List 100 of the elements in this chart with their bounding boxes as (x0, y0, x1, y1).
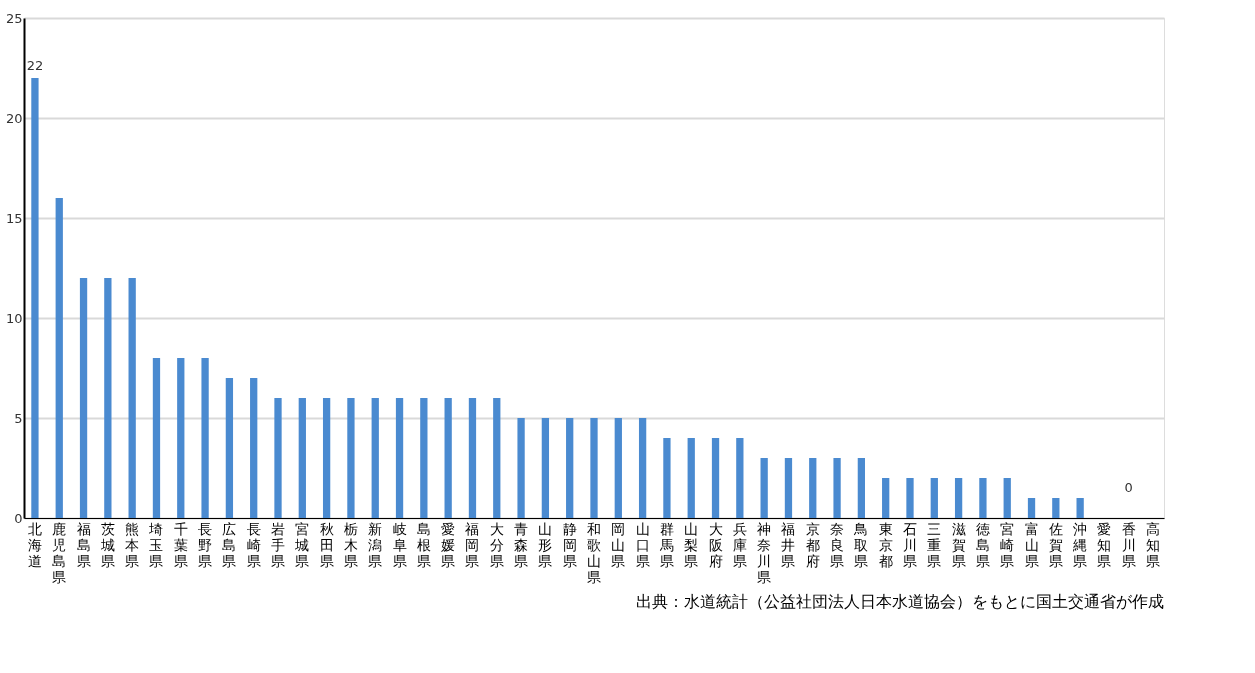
x-tick-label: 岡山県 (611, 520, 626, 569)
bar (104, 278, 112, 518)
x-tick-label: 静岡県 (562, 520, 577, 569)
x-tick-label: 富山県 (1024, 520, 1039, 569)
bar (79, 278, 88, 518)
bar (906, 478, 914, 518)
bar (736, 438, 744, 518)
x-tick-label: 新潟県 (368, 520, 383, 569)
bar (614, 418, 622, 518)
y-tick-label: 10 (5, 310, 23, 326)
data-label: 22 (26, 58, 44, 73)
bar (687, 438, 695, 518)
x-tick-label: 群馬県 (658, 520, 674, 569)
bar (128, 278, 136, 518)
x-tick-label: 京都府 (805, 520, 820, 569)
y-tick-label: 25 (5, 10, 23, 26)
bar (833, 458, 841, 518)
bar (201, 358, 209, 518)
bar (809, 458, 817, 518)
bar (566, 418, 574, 518)
bar (760, 458, 768, 518)
bar (322, 398, 331, 518)
x-tick-label: 北海道 (27, 520, 42, 569)
x-tick-label: 香川県 (1121, 520, 1136, 569)
x-tick-label: 奈良県 (830, 520, 845, 569)
x-tick-label: 福島県 (76, 520, 91, 569)
x-tick-label: 千葉県 (173, 520, 188, 569)
bar (152, 358, 161, 518)
x-tick-label: 秋田県 (319, 520, 334, 569)
x-tick-label: 岩手県 (271, 520, 286, 569)
bar (663, 438, 671, 518)
x-tick-label: 石川県 (902, 520, 917, 569)
bar (857, 458, 866, 518)
x-tick-label: 神奈川県 (757, 520, 772, 585)
x-tick-label: 沖縄県 (1072, 520, 1088, 569)
bar (930, 478, 938, 518)
x-tick-label: 島根県 (416, 520, 431, 569)
x-tick-label: 愛媛県 (441, 520, 456, 569)
y-tick-label: 15 (5, 210, 23, 226)
bar (274, 398, 282, 518)
x-tick-label: 宮崎県 (1000, 520, 1015, 569)
bar (371, 398, 379, 518)
y-tick-label: 5 (14, 410, 23, 426)
x-tick-label: 大分県 (489, 520, 504, 569)
x-tick-label: 福岡県 (465, 520, 480, 569)
x-tick-label: 大阪府 (708, 520, 723, 569)
bar (638, 418, 647, 518)
bar (784, 458, 793, 518)
x-tick-label: 福井県 (781, 520, 796, 569)
bar (468, 398, 477, 518)
bar (493, 398, 501, 518)
bar (250, 378, 258, 518)
x-tick-label: 徳島県 (975, 520, 990, 569)
x-tick-label: 栃木県 (343, 520, 358, 569)
x-tick-label: 長崎県 (246, 520, 261, 569)
bar (979, 478, 987, 518)
y-tick-label: 0 (14, 510, 23, 526)
x-tick-label: 高知県 (1146, 520, 1161, 569)
x-tick-label: 愛知県 (1097, 520, 1112, 569)
bar (517, 418, 525, 518)
bar (395, 398, 404, 518)
x-tick-label: 熊本県 (125, 520, 140, 569)
bar (882, 478, 890, 518)
x-tick-label: 青森県 (514, 520, 529, 569)
x-tick-label: 和歌山県 (587, 520, 601, 585)
x-tick-label: 佐賀県 (1048, 520, 1063, 569)
bar (55, 198, 63, 518)
bar (711, 438, 720, 518)
bar (347, 398, 355, 518)
source-note: 出典：水道統計（公益社団法人日本水道協会）をもとに国土交通省が作成 (636, 592, 1164, 611)
x-tick-label: 埼玉県 (148, 520, 164, 569)
bar (1076, 498, 1084, 518)
bar (444, 398, 452, 518)
x-tick-label: 兵庫県 (732, 520, 747, 569)
bar (177, 358, 185, 518)
bar (1052, 498, 1060, 518)
bar (954, 478, 963, 518)
x-tick-label: 鳥取県 (853, 520, 869, 569)
bar (420, 398, 428, 518)
bar (590, 418, 598, 518)
bar (541, 418, 550, 518)
x-tick-label: 広島県 (222, 520, 237, 569)
x-tick-label: 三重県 (927, 520, 942, 569)
bar (31, 78, 39, 518)
x-tick-label: 鹿児島県 (52, 520, 67, 585)
x-tick-label: 滋賀県 (951, 520, 966, 569)
x-tick-label: 岐阜県 (392, 520, 407, 569)
bar (1003, 478, 1011, 518)
x-tick-label: 山口県 (635, 520, 650, 569)
x-tick-label: 山梨県 (684, 520, 699, 569)
y-tick-label: 20 (5, 110, 23, 126)
x-tick-label: 東京都 (878, 520, 893, 569)
bar (1027, 498, 1036, 518)
x-tick-label: 長野県 (198, 520, 213, 569)
bar (225, 378, 234, 518)
x-tick-label: 山形県 (538, 520, 553, 569)
x-tick-label: 宮城県 (294, 520, 310, 569)
bar (298, 398, 306, 518)
annotation: 0 (1124, 480, 1133, 495)
x-tick-label: 茨城県 (99, 520, 115, 569)
